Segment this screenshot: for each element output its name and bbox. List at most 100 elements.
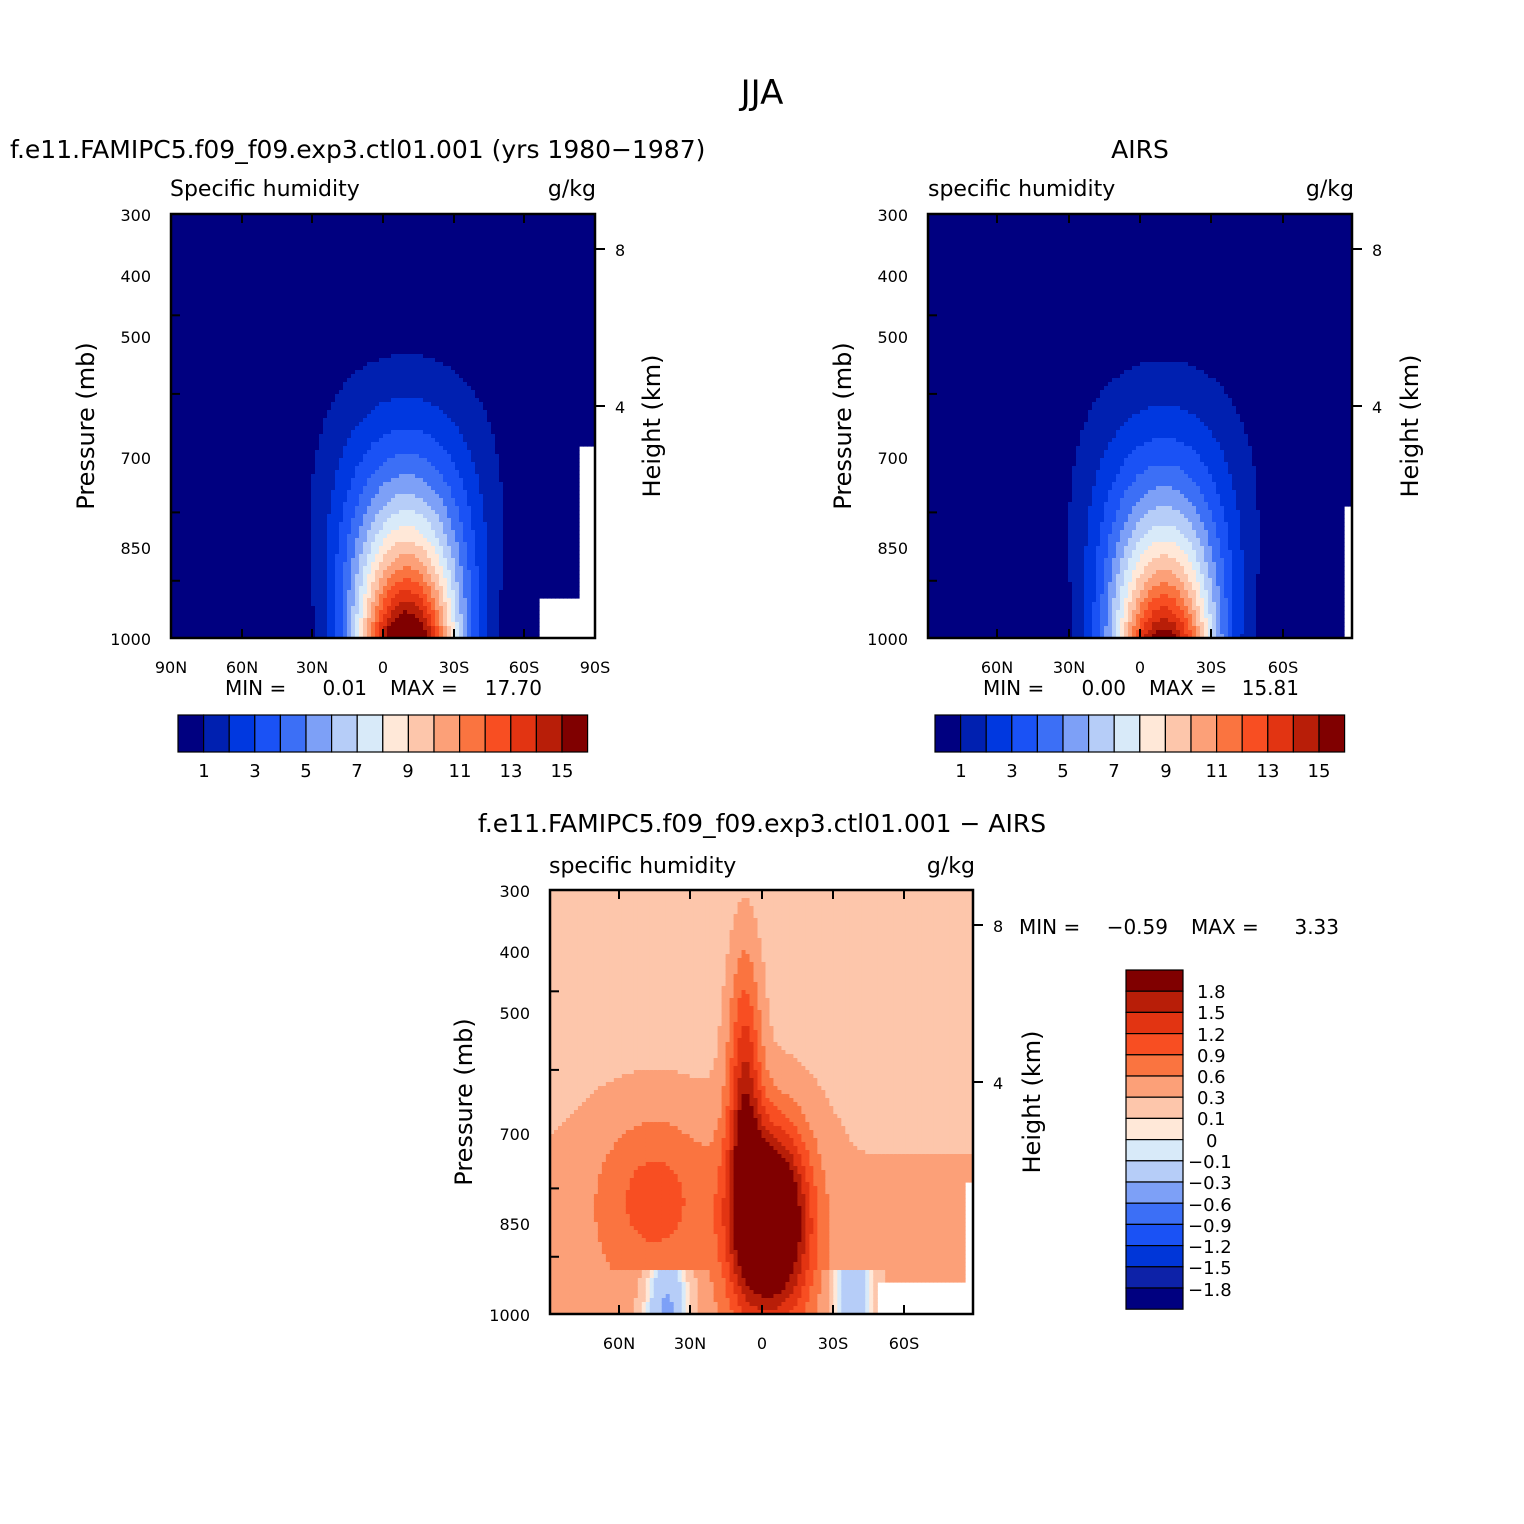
contour-cell	[259, 234, 264, 239]
contour-cell	[239, 494, 244, 499]
contour-cell	[211, 550, 216, 555]
contour-cell	[251, 534, 256, 539]
contour-cell	[183, 566, 188, 571]
contour-cell	[227, 330, 232, 335]
contour-cell	[211, 486, 216, 491]
contour-cell	[247, 434, 252, 439]
contour-cell	[267, 346, 272, 351]
contour-cell	[243, 286, 248, 291]
contour-cell	[235, 518, 240, 523]
contour-cell	[195, 442, 200, 447]
contour-cell	[231, 302, 236, 307]
contour-cell	[191, 458, 196, 463]
contour-cell	[255, 626, 260, 631]
contour-cell	[227, 418, 232, 423]
contour-cell	[287, 370, 292, 375]
contour-cell	[251, 370, 256, 375]
contour-cell	[195, 366, 200, 371]
contour-cell	[259, 274, 264, 279]
contour-cell	[215, 294, 220, 299]
contour-cell	[175, 318, 180, 323]
contour-cell	[255, 426, 260, 431]
contour-cell	[195, 394, 200, 399]
contour-cell	[251, 302, 256, 307]
contour-cell	[191, 294, 196, 299]
contour-cell	[179, 290, 184, 295]
contour-cell	[267, 410, 272, 415]
contour-cell	[211, 278, 216, 283]
contour-cell	[251, 618, 256, 623]
contour-cell	[283, 542, 288, 547]
contour-cell	[183, 526, 188, 531]
contour-cell	[211, 314, 216, 319]
contour-cell	[247, 510, 252, 515]
contour-cell	[263, 430, 268, 435]
contour-cell	[247, 526, 252, 531]
contour-cell	[195, 342, 200, 347]
contour-cell	[175, 414, 180, 419]
contour-cell	[279, 310, 284, 315]
contour-cell	[175, 346, 180, 351]
contour-cell	[247, 346, 252, 351]
contour-cell	[267, 230, 272, 235]
contour-cell	[235, 254, 240, 259]
contour-cell	[183, 350, 188, 355]
contour-cell	[203, 438, 208, 443]
contour-cell	[183, 602, 188, 607]
contour-cell	[259, 450, 264, 455]
contour-cell	[175, 574, 180, 579]
contour-cell	[247, 310, 252, 315]
contour-cell	[211, 414, 216, 419]
contour-cell	[199, 582, 204, 587]
contour-cell	[231, 530, 236, 535]
contour-cell	[231, 290, 236, 295]
contour-cell	[255, 234, 260, 239]
contour-cell	[179, 398, 184, 403]
contour-cell	[243, 306, 248, 311]
contour-cell	[255, 434, 260, 439]
contour-cell	[243, 474, 248, 479]
contour-cell	[175, 258, 180, 263]
contour-cell	[255, 546, 260, 551]
contour-cell	[239, 470, 244, 475]
contour-cell	[239, 610, 244, 615]
contour-cell	[251, 562, 256, 567]
contour-cell	[259, 254, 264, 259]
contour-cell	[211, 306, 216, 311]
contour-cell	[175, 630, 180, 635]
contour-cell	[187, 630, 192, 635]
contour-cell	[227, 230, 232, 235]
contour-cell	[211, 226, 216, 231]
contour-cell	[267, 406, 272, 411]
contour-cell	[243, 422, 248, 427]
contour-cell	[195, 310, 200, 315]
contour-cell	[183, 614, 188, 619]
contour-cell	[251, 366, 256, 371]
contour-cell	[199, 562, 204, 567]
contour-cell	[175, 342, 180, 347]
contour-cell	[247, 522, 252, 527]
contour-cell	[271, 354, 276, 359]
contour-cell	[235, 470, 240, 475]
contour-cell	[247, 610, 252, 615]
contour-cell	[175, 610, 180, 615]
contour-cell	[195, 526, 200, 531]
contour-cell	[195, 350, 200, 355]
contour-cell	[275, 438, 280, 443]
contour-cell	[231, 418, 236, 423]
contour-cell	[183, 366, 188, 371]
contour-cell	[263, 602, 268, 607]
contour-cell	[231, 226, 236, 231]
contour-cell	[199, 602, 204, 607]
contour-cell	[211, 342, 216, 347]
contour-cell	[247, 378, 252, 383]
contour-cell	[203, 386, 208, 391]
contour-cell	[267, 546, 272, 551]
contour-cell	[231, 558, 236, 563]
contour-cell	[187, 562, 192, 567]
contour-cell	[199, 450, 204, 455]
contour-cell	[279, 542, 284, 547]
contour-cell	[271, 550, 276, 555]
contour-cell	[195, 390, 200, 395]
contour-cell	[263, 298, 268, 303]
